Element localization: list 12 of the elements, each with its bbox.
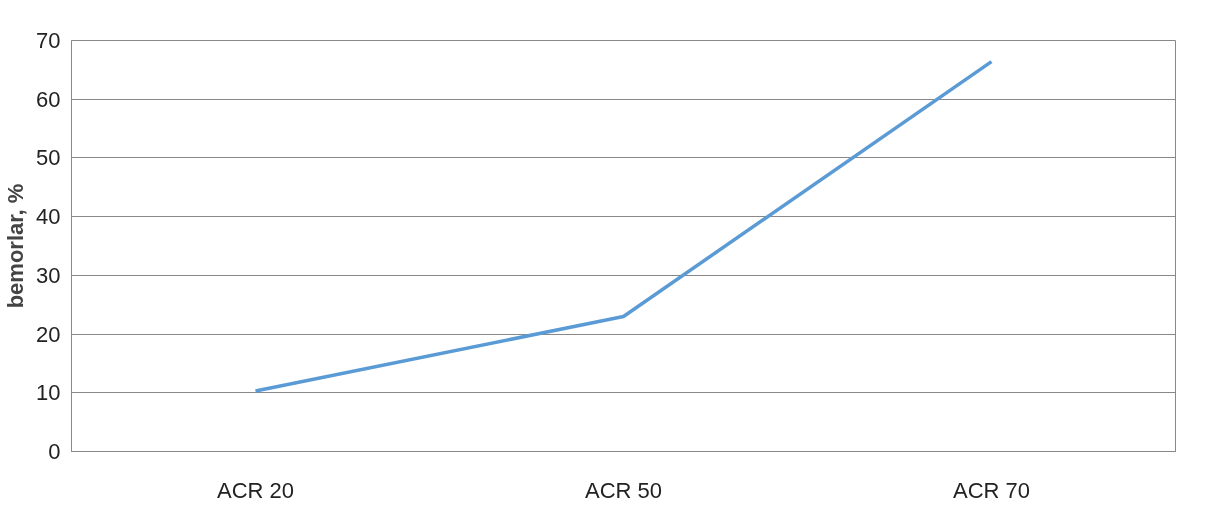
x-tick-label: ACR 70	[952, 477, 1031, 503]
y-tick-label: 40	[36, 204, 61, 230]
x-tick-label: ACR 50	[584, 477, 663, 503]
y-tick-label: 30	[36, 262, 61, 288]
y-tick-label: 60	[36, 86, 61, 112]
y-tick-label: 0	[48, 439, 61, 464]
x-tick-label: ACR 20	[216, 477, 295, 503]
y-tick-label: 50	[36, 145, 61, 171]
y-tick-label: 20	[36, 321, 61, 347]
y-axis-title: bemorlar, %	[3, 183, 29, 309]
y-tick-label: 10	[36, 380, 61, 406]
y-tick-label: 70	[36, 28, 61, 53]
